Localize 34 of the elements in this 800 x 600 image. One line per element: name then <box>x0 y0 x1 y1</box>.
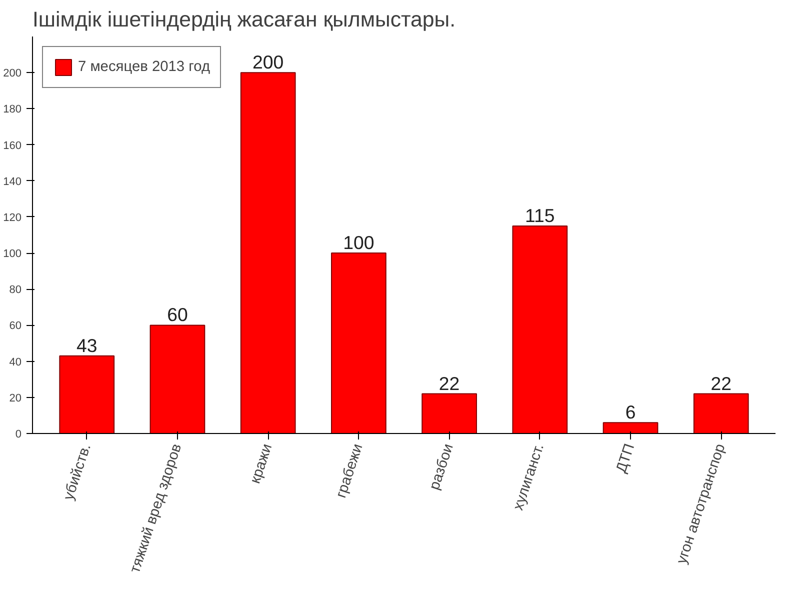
x-tick-label: тяжкий вред здоров <box>127 442 186 576</box>
y-tick-label: 60 <box>9 320 22 332</box>
data-label: 22 <box>710 372 732 394</box>
x-tick-label: разбои <box>426 442 457 492</box>
bar <box>331 252 386 434</box>
y-tick-label: 180 <box>3 104 22 116</box>
bar <box>693 393 749 434</box>
data-label: 115 <box>525 204 555 226</box>
data-label: 6 <box>625 402 636 423</box>
y-tick-label: 140 <box>3 176 22 188</box>
x-tick-label: ДТП <box>614 442 638 475</box>
x-tick-label: грабежи <box>333 442 366 500</box>
y-tick-label: 120 <box>3 212 22 224</box>
y-tick-label: 0 <box>15 428 22 440</box>
bar <box>240 72 296 434</box>
y-tick-label: 100 <box>3 248 22 260</box>
y-tick-label: 20 <box>9 392 22 404</box>
chart-title: Ішімдік ішетіндердің жасаған қылмыстары. <box>32 8 456 32</box>
legend-label: 7 месяцев 2013 год <box>78 59 210 75</box>
data-label: 60 <box>167 304 188 326</box>
data-label: 43 <box>76 334 98 356</box>
data-label: 200 <box>252 52 284 73</box>
bar <box>512 225 568 434</box>
x-tick-label: кражи <box>248 442 276 486</box>
bar <box>602 422 658 434</box>
y-tick-label: 40 <box>9 356 22 368</box>
bar <box>150 324 206 434</box>
data-label: 22 <box>438 372 460 394</box>
bar <box>59 355 115 434</box>
y-tick-label: 160 <box>3 140 22 152</box>
data-label: 100 <box>343 232 374 254</box>
y-tick-label: 200 <box>3 68 22 80</box>
bar <box>422 393 477 434</box>
y-tick-label: 80 <box>9 284 22 296</box>
